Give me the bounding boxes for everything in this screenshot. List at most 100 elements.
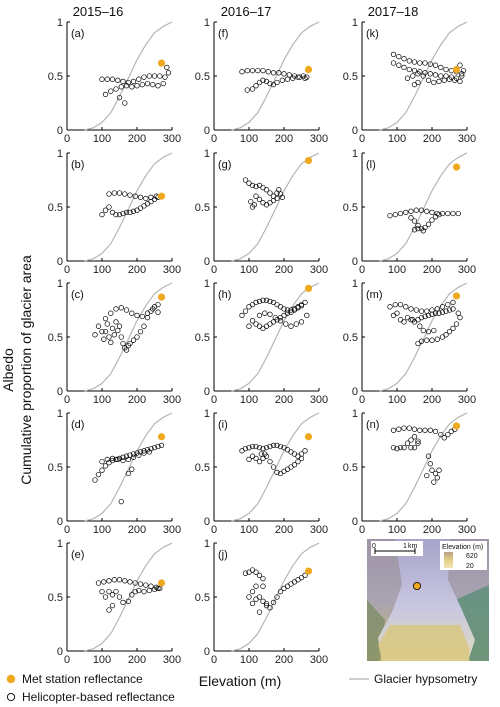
heli-point	[448, 67, 454, 74]
heli-point	[151, 444, 158, 451]
x-tick-label: 200	[128, 654, 146, 666]
heli-point	[104, 76, 110, 82]
heli-point	[249, 600, 256, 607]
heli-point	[276, 70, 282, 76]
heli-point	[155, 83, 161, 89]
heli-point	[418, 207, 425, 213]
heli-point	[427, 71, 433, 77]
heli-point	[116, 211, 123, 218]
heli-point	[248, 198, 254, 205]
heli-point	[109, 76, 116, 82]
heli-point	[445, 431, 451, 438]
hypsometry-line	[231, 282, 320, 392]
x-tick-label: 100	[240, 133, 258, 145]
heli-point	[431, 327, 437, 334]
heli-point	[111, 577, 117, 583]
heli-point	[457, 314, 463, 321]
heli-point	[441, 77, 447, 83]
panel-f: 0 100 200 300 0 0.5 1 (f)	[195, 17, 328, 145]
heli-point	[253, 443, 259, 450]
heli-point	[450, 325, 456, 332]
heli-point	[438, 64, 444, 71]
heli-point	[427, 61, 433, 67]
heli-point	[141, 448, 147, 454]
heli-point	[274, 594, 280, 600]
heli-point	[404, 440, 411, 446]
heli-point	[406, 58, 412, 64]
heli-point	[150, 81, 156, 88]
heli-point	[162, 74, 168, 80]
heli-point	[104, 456, 110, 463]
heli-point	[143, 195, 149, 202]
panel-c: 0 100 200 300 0 0.5 1 (c)	[48, 278, 181, 406]
panel-label: (d)	[71, 419, 84, 431]
heli-point	[256, 444, 263, 451]
heli-point	[403, 209, 409, 216]
heli-point	[115, 456, 121, 463]
heli-point	[298, 319, 305, 325]
heli-point	[397, 444, 404, 451]
y-tick-label: 0	[204, 646, 210, 658]
heli-point	[164, 64, 170, 71]
heli-point	[116, 190, 123, 196]
panel-a: 0 100 200 300 0 0.5 1 (a)	[48, 17, 181, 145]
heli-point	[457, 62, 463, 68]
heli-point	[446, 328, 453, 335]
heli-point	[132, 588, 138, 595]
heli-point	[422, 313, 428, 320]
heli-point	[441, 435, 447, 441]
heli-point	[283, 321, 289, 327]
x-tick-label: 300	[310, 394, 328, 406]
heli-point	[116, 323, 123, 329]
heli-point	[239, 69, 245, 75]
heli-point	[130, 78, 137, 85]
heli-point	[455, 310, 461, 316]
y-tick-label: 0.5	[343, 332, 358, 344]
heli-point	[274, 79, 280, 86]
heli-point	[108, 310, 114, 316]
heli-point	[116, 594, 123, 600]
heli-point	[132, 580, 138, 586]
heli-point	[425, 328, 432, 335]
heli-point	[143, 582, 149, 588]
y-tick-label: 0	[204, 256, 210, 268]
met-station-point	[452, 163, 461, 171]
heli-point	[424, 208, 430, 214]
heli-point	[106, 204, 112, 210]
panel-label: (n)	[366, 419, 379, 431]
heli-point	[102, 463, 109, 469]
heli-point	[434, 475, 440, 481]
x-tick-label: 0	[211, 654, 217, 666]
heli-point	[127, 579, 133, 585]
heli-point	[392, 301, 398, 308]
heli-point	[99, 328, 105, 335]
column-title-2: 2016–17	[221, 4, 272, 19]
y-tick-label: 0	[204, 125, 210, 137]
heli-point	[410, 73, 416, 79]
heli-point	[125, 456, 131, 463]
heli-point	[267, 311, 273, 317]
met-station-point	[304, 156, 313, 165]
y-tick-label: 0	[57, 646, 63, 658]
panel-e: 0 100 200 300 0 0.5 1 (e)	[48, 538, 181, 666]
panel-k: 0 100 200 300 0 0.5 1 (k)	[343, 17, 476, 145]
y-tick-label: 0.5	[48, 332, 63, 344]
heli-point	[408, 208, 414, 214]
heli-point	[422, 60, 428, 66]
panel-label: (i)	[218, 419, 228, 431]
heli-point	[130, 451, 137, 457]
heli-point	[144, 80, 151, 87]
y-tick-label: 0.5	[195, 462, 210, 474]
heli-point	[420, 327, 426, 334]
heli-point	[137, 194, 144, 200]
heli-point	[151, 586, 158, 593]
heli-point	[270, 599, 277, 606]
heli-point	[102, 207, 109, 213]
heli-point	[258, 451, 264, 457]
x-tick-label: 0	[64, 133, 70, 145]
x-tick-label: 200	[128, 524, 146, 536]
heli-point	[415, 71, 421, 77]
y-tick-label: 1	[57, 148, 63, 160]
heli-point	[260, 67, 266, 74]
y-tick-label: 0	[57, 256, 63, 268]
